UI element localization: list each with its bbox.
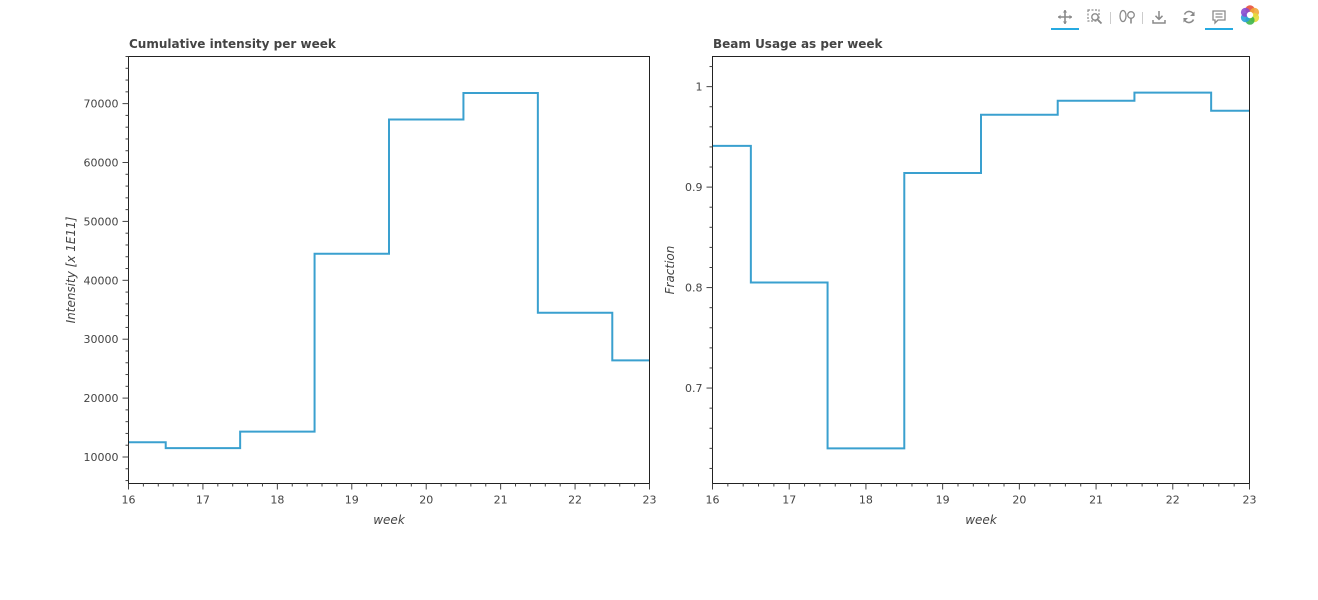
y-tick-label: 40000 — [84, 274, 119, 287]
x-tick-label: 16 — [706, 494, 720, 507]
save-icon — [1152, 11, 1166, 24]
x-tick-label: 17 — [782, 494, 796, 507]
y-tick-label: 70000 — [84, 98, 119, 111]
y-tick-label: 10000 — [84, 451, 119, 464]
chart-marks — [712, 91, 1250, 450]
x-axis-label: week — [965, 513, 998, 527]
chart-marks — [128, 92, 650, 450]
y-tick-label: 30000 — [84, 333, 119, 346]
x-tick-label: 21 — [1089, 494, 1103, 507]
pan-tool[interactable] — [1050, 4, 1080, 32]
reset-icon — [1183, 10, 1195, 24]
chart-axes: 16 17 18 19 20 21 22 23 10000 20000 30000 40000 5000… — [84, 56, 657, 507]
pan-icon — [1058, 10, 1072, 24]
x-tick-label: 23 — [643, 494, 657, 507]
y-tick-label: 60000 — [84, 157, 119, 170]
plot-frame — [712, 56, 1250, 484]
wheel-zoom-icon — [1119, 9, 1135, 24]
y-tick-label: 20000 — [84, 392, 119, 405]
x-tick-label: 20 — [1012, 494, 1026, 507]
plot-toolbar — [1050, 4, 1265, 32]
x-tick-label: 16 — [122, 494, 136, 507]
chart-axes: 16 17 18 19 20 21 22 23 0.7 0.8 0.9 1 — [685, 66, 1257, 507]
bokeh-logo[interactable] — [1236, 4, 1266, 32]
toolbar-separator — [1110, 12, 1111, 24]
box-zoom-tool[interactable] — [1080, 4, 1110, 32]
box-zoom-icon — [1087, 9, 1103, 25]
y-axis-label: Fraction — [663, 246, 677, 295]
y-axis-label: Intensity [x 1E11] — [64, 216, 78, 323]
hover-icon — [1212, 10, 1226, 25]
x-tick-label: 18 — [270, 494, 284, 507]
plot-frame — [128, 56, 650, 484]
series-line — [712, 91, 1250, 450]
bokeh-logo-icon — [1240, 5, 1260, 25]
x-tick-label: 20 — [419, 494, 433, 507]
x-tick-label: 22 — [568, 494, 582, 507]
save-tool[interactable] — [1144, 4, 1174, 32]
y-tick-label: 50000 — [84, 215, 119, 228]
chart-title: Cumulative intensity per week — [129, 37, 337, 51]
x-tick-label: 19 — [345, 494, 359, 507]
y-tick-label: 0.8 — [685, 282, 703, 295]
chart-title: Beam Usage as per week — [713, 37, 884, 51]
series-line — [128, 92, 650, 450]
x-axis-label: week — [373, 513, 406, 527]
x-tick-label: 21 — [494, 494, 508, 507]
y-tick-label: 0.7 — [685, 382, 703, 395]
toolbar-separator — [1142, 12, 1143, 24]
x-tick-label: 23 — [1243, 494, 1257, 507]
intensity-chart: Cumulative intensity per week 16 17 18 19 20… — [64, 37, 657, 527]
hover-tool[interactable] — [1204, 4, 1234, 32]
x-tick-label: 19 — [936, 494, 950, 507]
y-tick-label: 0.9 — [685, 181, 703, 194]
reset-tool[interactable] — [1174, 4, 1204, 32]
y-tick-label: 1 — [696, 81, 703, 94]
x-tick-label: 22 — [1166, 494, 1180, 507]
wheel-zoom-tool[interactable] — [1112, 4, 1142, 32]
x-tick-label: 18 — [859, 494, 873, 507]
x-tick-label: 17 — [196, 494, 210, 507]
